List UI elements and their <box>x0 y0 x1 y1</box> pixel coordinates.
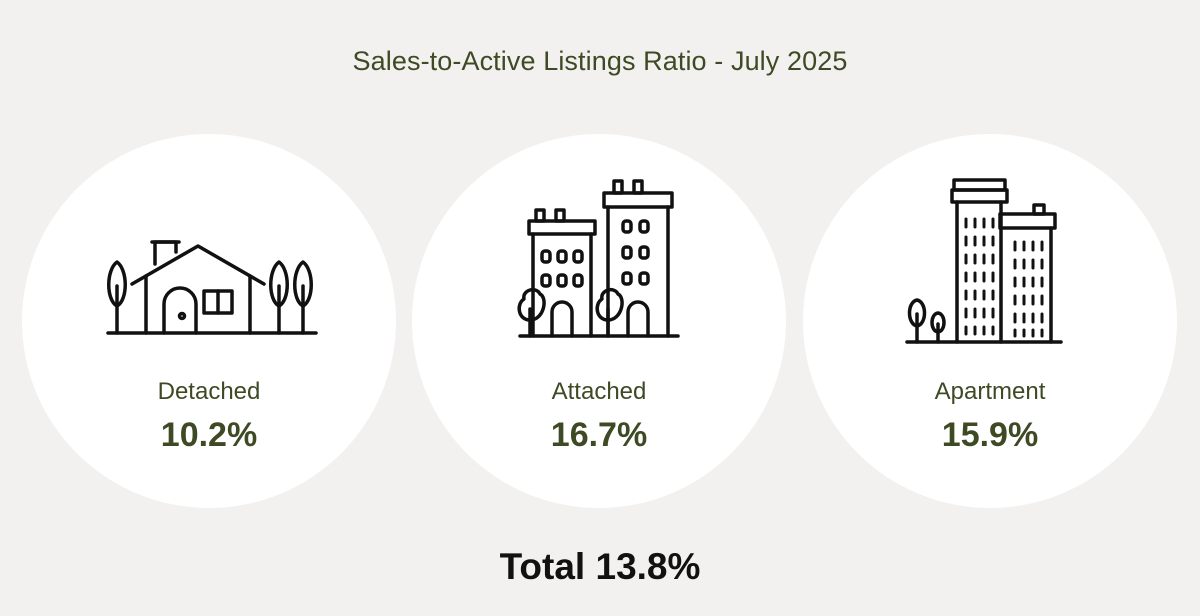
category-label-attached: Attached <box>551 378 647 405</box>
category-label-apartment: Apartment <box>934 378 1046 405</box>
apartment-tower-icon <box>905 178 1063 344</box>
detached-card: Detached 10.2% <box>22 134 396 508</box>
apartment-card: Apartment 15.9% <box>803 134 1177 508</box>
category-value-detached: 10.2% <box>160 416 258 454</box>
category-label-detached: Detached <box>157 378 261 405</box>
townhouse-icon <box>517 179 680 338</box>
category-value-apartment: 15.9% <box>941 416 1039 454</box>
total-ratio: Total 13.8% <box>499 546 701 587</box>
attached-card: Attached 16.7% <box>412 134 786 508</box>
house-icon <box>106 240 318 335</box>
page-title: Sales-to-Active Listings Ratio - July 20… <box>352 46 848 76</box>
category-value-attached: 16.7% <box>550 416 648 454</box>
